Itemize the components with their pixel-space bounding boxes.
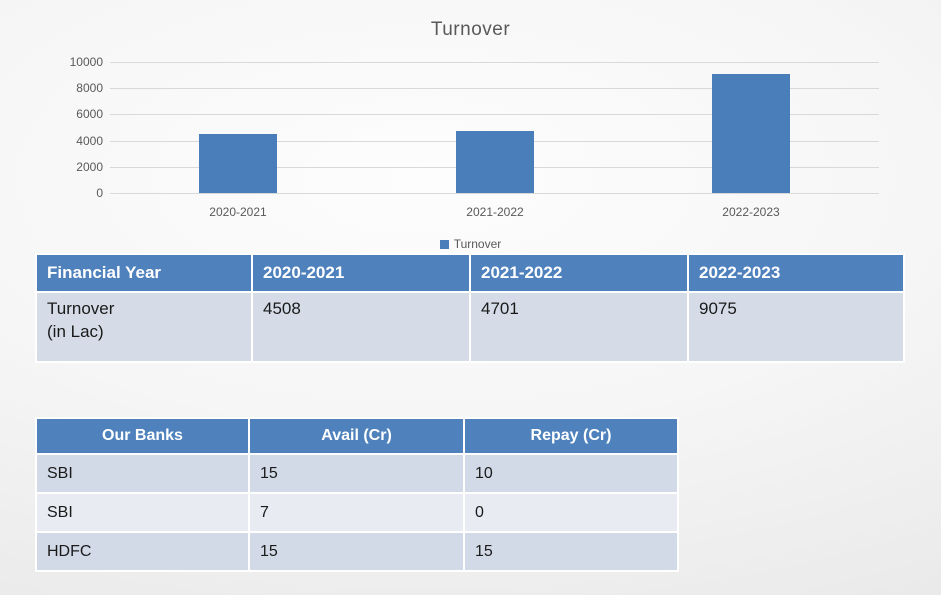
- turnover-value-cell: 9075: [689, 293, 903, 361]
- banks-table-cell: 15: [465, 533, 677, 570]
- banks-table-body: SBI 15 10 SBI 7 0 HDFC 15 15: [37, 455, 677, 570]
- banks-table-cell: 15: [250, 455, 463, 492]
- banks-header-cell: Avail (Cr): [250, 419, 463, 453]
- bar-2022-2023: [712, 74, 790, 193]
- turnover-header-cell: 2020-2021: [253, 255, 469, 291]
- y-axis-tick-label: 2000: [76, 159, 103, 174]
- x-axis-category-label: 2020-2021: [209, 205, 267, 219]
- banks-table-cell: SBI: [37, 455, 248, 492]
- table-row: SBI 15 10: [37, 455, 677, 492]
- banks-table-cell: 10: [465, 455, 677, 492]
- table-row: Our Banks Avail (Cr) Repay (Cr): [37, 419, 677, 453]
- gridline: [110, 114, 879, 116]
- banks-header-cell: Our Banks: [37, 419, 248, 453]
- turnover-row-label: Turnover (in Lac): [37, 293, 251, 361]
- turnover-value-cell: 4701: [471, 293, 687, 361]
- table-row: HDFC 15 15: [37, 533, 677, 570]
- y-axis-tick-label: 10000: [69, 55, 103, 69]
- turnover-header-cell: Financial Year: [37, 255, 251, 291]
- turnover-bar-chart: 0 2000 4000 6000 8000 10000 2020-2021 2021-2022…: [0, 0, 941, 252]
- turnover-table: Financial Year 2020-2021 2021-2022 2022-202…: [35, 253, 905, 363]
- banks-table-header: Our Banks Avail (Cr) Repay (Cr): [37, 419, 677, 453]
- chart-legend: Turnover: [0, 237, 941, 251]
- gridline: [110, 88, 879, 90]
- banks-table-cell: HDFC: [37, 533, 248, 570]
- y-axis-tick-label: 0: [96, 186, 103, 200]
- gridline: [110, 62, 879, 63]
- turnover-header-cell: 2021-2022: [471, 255, 687, 291]
- x-axis-category-label: 2022-2023: [722, 205, 780, 219]
- y-axis-tick-label: 6000: [76, 107, 103, 122]
- banks-table-cell: 7: [250, 494, 463, 531]
- banks-header-cell: Repay (Cr): [465, 419, 677, 453]
- bar-2020-2021: [199, 134, 277, 193]
- bar-2021-2022: [456, 131, 534, 193]
- legend-label: Turnover: [453, 237, 502, 251]
- x-axis-category-label: 2021-2022: [466, 205, 524, 219]
- y-axis-tick-label: 8000: [76, 81, 103, 96]
- table-row: Turnover (in Lac) 4508 4701 9075: [37, 293, 903, 361]
- turnover-table-body: Turnover (in Lac) 4508 4701 9075: [37, 293, 903, 361]
- table-row: SBI 7 0: [37, 494, 677, 531]
- turnover-table-header: Financial Year 2020-2021 2021-2022 2022-202…: [37, 255, 903, 291]
- banks-table: Our Banks Avail (Cr) Repay (Cr) SBI 15 10 SBI…: [35, 417, 679, 572]
- legend-swatch-icon: [439, 239, 449, 249]
- chart-title: Turnover: [430, 19, 511, 40]
- turnover-value-cell: 4508: [253, 293, 469, 361]
- y-axis-tick-label: 4000: [76, 133, 103, 148]
- table-row: Financial Year 2020-2021 2021-2022 2022-202…: [37, 255, 903, 291]
- banks-table-cell: SBI: [37, 494, 248, 531]
- gridline: [110, 193, 879, 194]
- banks-table-cell: 0: [465, 494, 677, 531]
- banks-table-cell: 15: [250, 533, 463, 570]
- turnover-header-cell: 2022-2023: [689, 255, 903, 291]
